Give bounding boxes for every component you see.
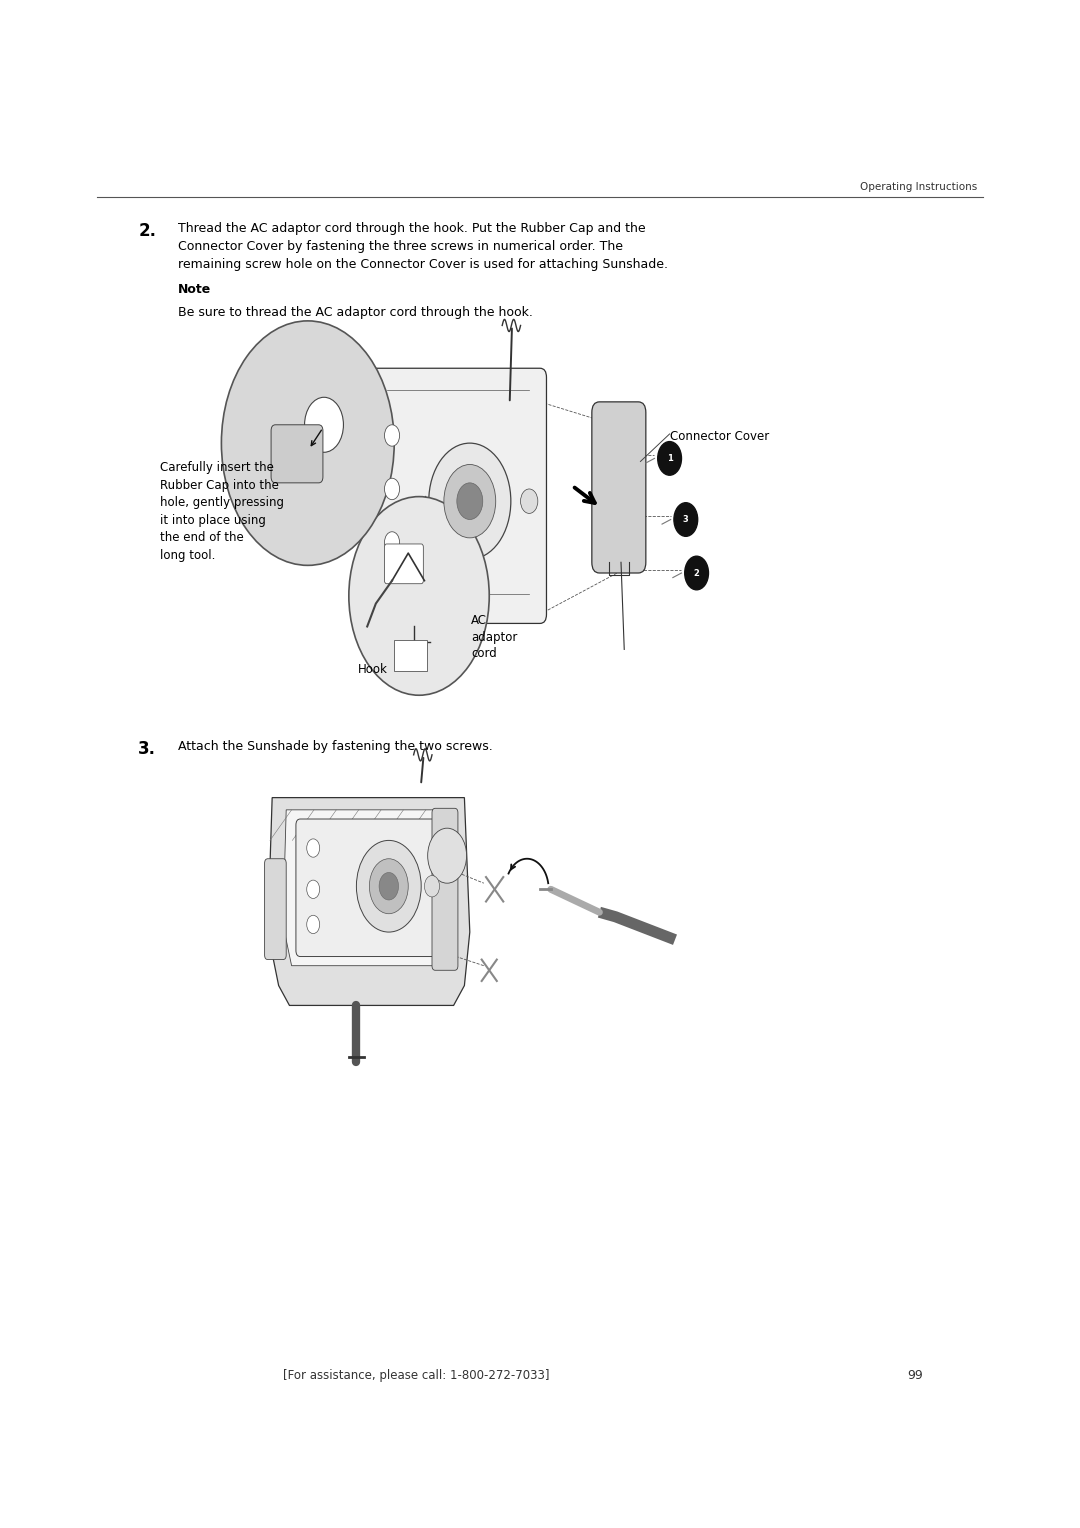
Circle shape	[384, 425, 400, 446]
Text: Connector Cover: Connector Cover	[670, 431, 769, 443]
Text: Hook: Hook	[357, 663, 388, 677]
Circle shape	[674, 503, 698, 536]
Circle shape	[429, 443, 511, 559]
Text: 3: 3	[683, 515, 689, 524]
Text: Thread the AC adaptor cord through the hook. Put the Rubber Cap and the
Connecto: Thread the AC adaptor cord through the h…	[178, 222, 669, 270]
FancyBboxPatch shape	[366, 368, 546, 623]
FancyBboxPatch shape	[271, 425, 323, 483]
FancyBboxPatch shape	[432, 808, 458, 970]
Circle shape	[521, 489, 538, 513]
Circle shape	[444, 465, 496, 538]
Text: 99: 99	[907, 1369, 923, 1381]
Circle shape	[307, 839, 320, 857]
Text: 1: 1	[666, 454, 673, 463]
Circle shape	[305, 397, 343, 452]
Circle shape	[356, 840, 421, 932]
Text: [For assistance, please call: 1-800-272-7033]: [For assistance, please call: 1-800-272-…	[283, 1369, 549, 1381]
Polygon shape	[283, 810, 454, 966]
Circle shape	[457, 483, 483, 520]
Circle shape	[307, 915, 320, 934]
Text: Carefully insert the
Rubber Cap into the
hole, gently pressing
it into place usi: Carefully insert the Rubber Cap into the…	[160, 461, 284, 562]
Circle shape	[379, 872, 399, 900]
Circle shape	[658, 442, 681, 475]
Polygon shape	[268, 798, 470, 1005]
FancyBboxPatch shape	[394, 640, 427, 671]
Text: Note: Note	[178, 283, 212, 296]
FancyBboxPatch shape	[592, 402, 646, 573]
Text: Operating Instructions: Operating Instructions	[860, 182, 977, 191]
FancyBboxPatch shape	[265, 859, 286, 960]
Circle shape	[307, 880, 320, 898]
Text: 2: 2	[693, 568, 700, 578]
Text: AC
adaptor
cord: AC adaptor cord	[471, 614, 517, 660]
FancyBboxPatch shape	[296, 819, 440, 957]
Text: 3.: 3.	[138, 740, 157, 758]
FancyBboxPatch shape	[384, 544, 423, 584]
Text: Be sure to thread the AC adaptor cord through the hook.: Be sure to thread the AC adaptor cord th…	[178, 306, 534, 319]
Circle shape	[369, 859, 408, 914]
Circle shape	[384, 532, 400, 553]
Text: 2.: 2.	[138, 222, 157, 240]
Circle shape	[221, 321, 394, 565]
Circle shape	[424, 876, 440, 897]
Text: Attach the Sunshade by fastening the two screws.: Attach the Sunshade by fastening the two…	[178, 740, 492, 753]
Circle shape	[428, 828, 467, 883]
Circle shape	[384, 478, 400, 500]
Circle shape	[685, 556, 708, 590]
Circle shape	[349, 497, 489, 695]
